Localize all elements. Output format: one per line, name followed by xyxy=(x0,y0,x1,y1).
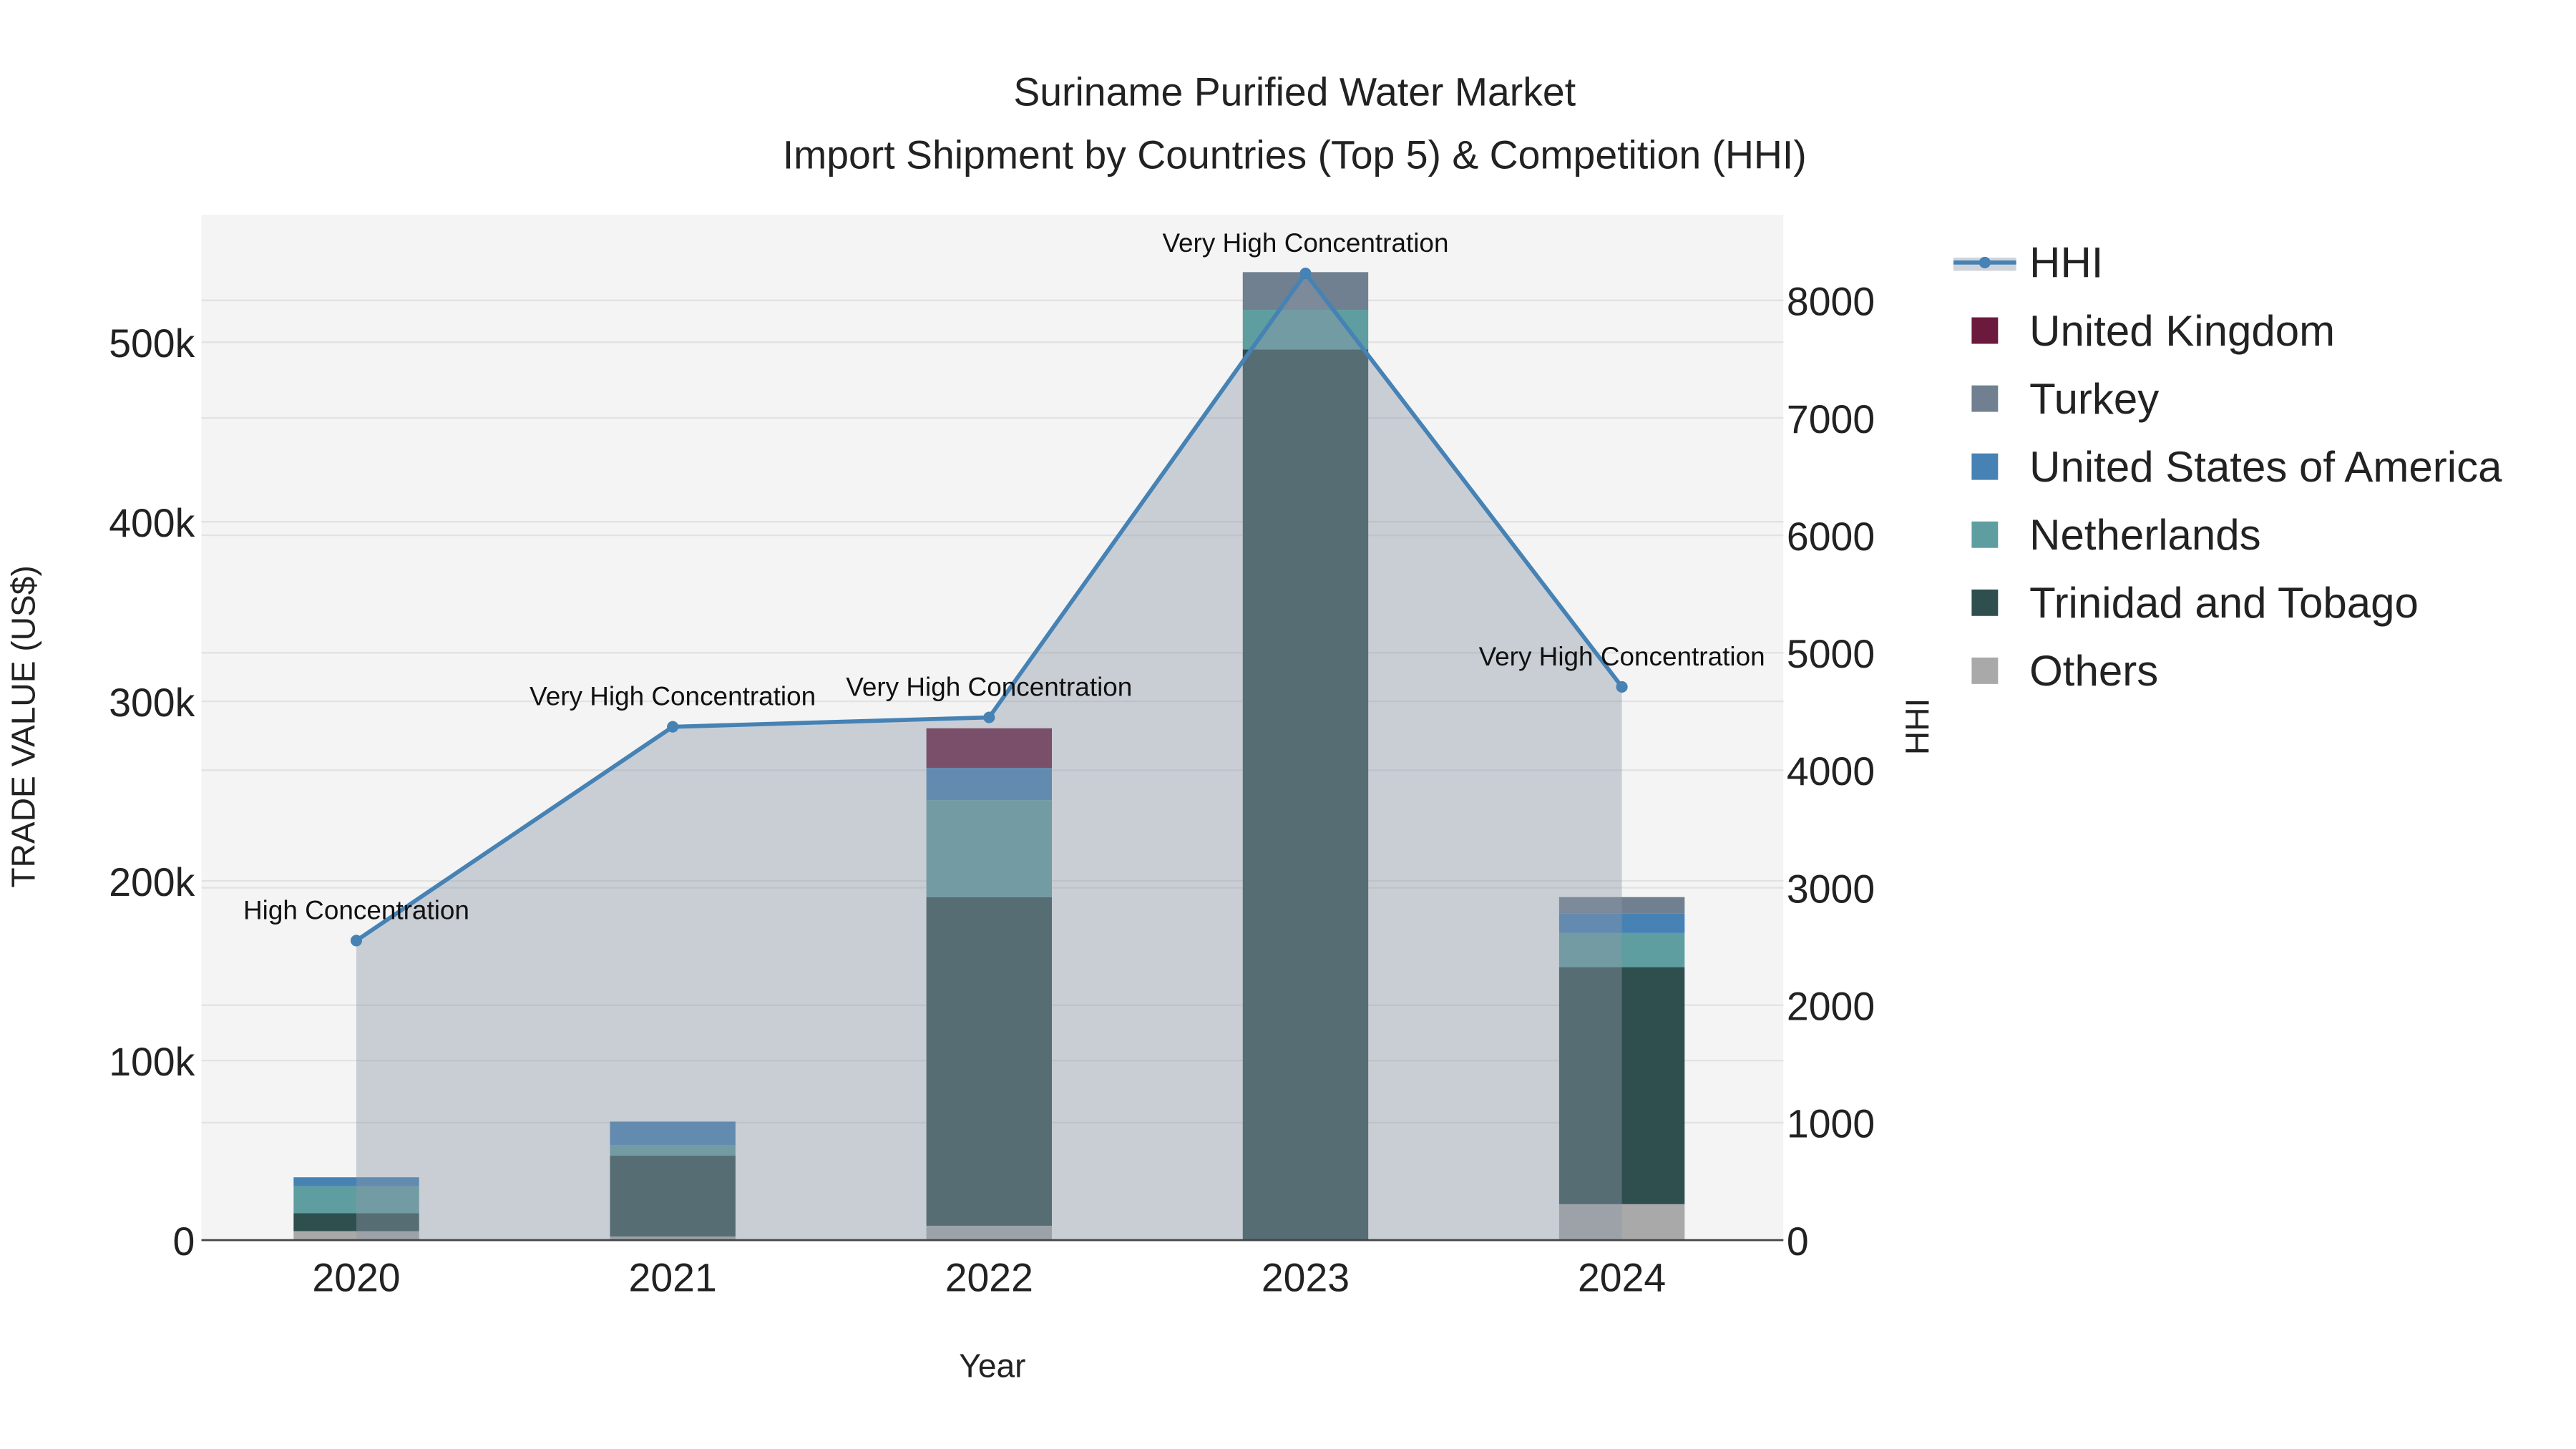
y-tick-label: 300k xyxy=(109,680,195,725)
hhi-point xyxy=(1299,268,1312,280)
hhi-annotation: Very High Concentration xyxy=(846,673,1132,702)
legend-label: United States of America xyxy=(2029,443,2502,491)
y2-tick-label: 6000 xyxy=(1787,514,1875,559)
legend-swatch xyxy=(1971,317,1999,344)
hhi-area xyxy=(356,273,1622,1241)
y-tick-label: 100k xyxy=(109,1040,195,1084)
bar-trinidad-and-tobago xyxy=(1242,349,1369,1241)
bar-others xyxy=(293,1231,419,1241)
bar-united-states-of-america xyxy=(293,1177,419,1186)
bar-netherlands xyxy=(610,1145,736,1156)
bar-netherlands xyxy=(293,1186,419,1214)
chart-subtitle: Import Shipment by Countries (Top 5) & C… xyxy=(783,132,1807,177)
legend-label: United Kingdom xyxy=(2029,307,2335,355)
y-tick-label: 200k xyxy=(109,860,195,904)
legend-swatch xyxy=(1971,657,1999,684)
bar-others xyxy=(610,1236,736,1241)
legend-label: Netherlands xyxy=(2029,511,2261,559)
legend-label: Others xyxy=(2029,647,2158,695)
bar-trinidad-and-tobago xyxy=(926,897,1052,1226)
hhi-annotation: High Concentration xyxy=(243,895,469,924)
legend-label: Trinidad and Tobago xyxy=(2029,579,2419,627)
hhi-point xyxy=(667,721,679,733)
bar-turkey xyxy=(1558,897,1685,914)
x-tick-label: 2021 xyxy=(629,1256,717,1300)
hhi-point xyxy=(350,935,363,947)
y-tick-label: 400k xyxy=(109,501,195,545)
x-tick-label: 2023 xyxy=(1262,1256,1350,1300)
legend-swatch xyxy=(1971,589,1999,616)
legend-swatch xyxy=(1971,453,1999,480)
x-tick-label: 2020 xyxy=(312,1256,400,1300)
bar-others xyxy=(926,1225,1052,1241)
bar-trinidad-and-tobago xyxy=(293,1213,419,1231)
y-axis-label: TRADE VALUE (US$) xyxy=(4,565,42,887)
chart-title: Suriname Purified Water Market xyxy=(1013,70,1576,114)
y2-tick-label: 0 xyxy=(1787,1219,1809,1264)
bar-others xyxy=(1558,1204,1685,1241)
legend-label: Turkey xyxy=(2029,375,2159,423)
hhi-annotation: Very High Concentration xyxy=(1162,228,1448,258)
x-tick-label: 2024 xyxy=(1578,1256,1666,1300)
legend-swatch xyxy=(1971,521,1999,548)
y2-tick-label: 3000 xyxy=(1787,867,1875,911)
legend-label: HHI xyxy=(2029,239,2103,287)
bar-trinidad-and-tobago xyxy=(1558,967,1685,1204)
bar-united-states-of-america xyxy=(1558,913,1685,933)
y2-tick-label: 2000 xyxy=(1787,985,1875,1029)
bar-united-states-of-america xyxy=(610,1121,736,1146)
y2-tick-label: 7000 xyxy=(1787,397,1875,441)
bar-united-states-of-america xyxy=(926,768,1052,801)
y-tick-label: 0 xyxy=(172,1219,195,1264)
bar-netherlands xyxy=(1558,932,1685,967)
y2-tick-label: 5000 xyxy=(1787,632,1875,676)
bar-trinidad-and-tobago xyxy=(610,1156,736,1237)
y2-tick-label: 1000 xyxy=(1787,1102,1875,1146)
x-tick-label: 2022 xyxy=(945,1256,1033,1300)
y2-tick-label: 8000 xyxy=(1787,280,1875,324)
legend-hhi-marker xyxy=(1979,256,1991,268)
y2-tick-label: 4000 xyxy=(1787,749,1875,794)
y2-axis-label: HHI xyxy=(1898,698,1936,755)
hhi-point xyxy=(983,711,995,723)
hhi-annotation: Very High Concentration xyxy=(530,682,816,711)
x-axis-label: Year xyxy=(959,1347,1025,1385)
hhi-annotation: Very High Concentration xyxy=(1479,642,1765,671)
bar-netherlands xyxy=(926,800,1052,897)
legend: HHI United Kingdom Turkey United States of … xyxy=(1953,239,2502,695)
bar-united-kingdom xyxy=(926,728,1052,769)
y-tick-label: 500k xyxy=(109,321,195,366)
legend-swatch xyxy=(1971,385,1999,412)
hhi-point xyxy=(1616,680,1628,693)
